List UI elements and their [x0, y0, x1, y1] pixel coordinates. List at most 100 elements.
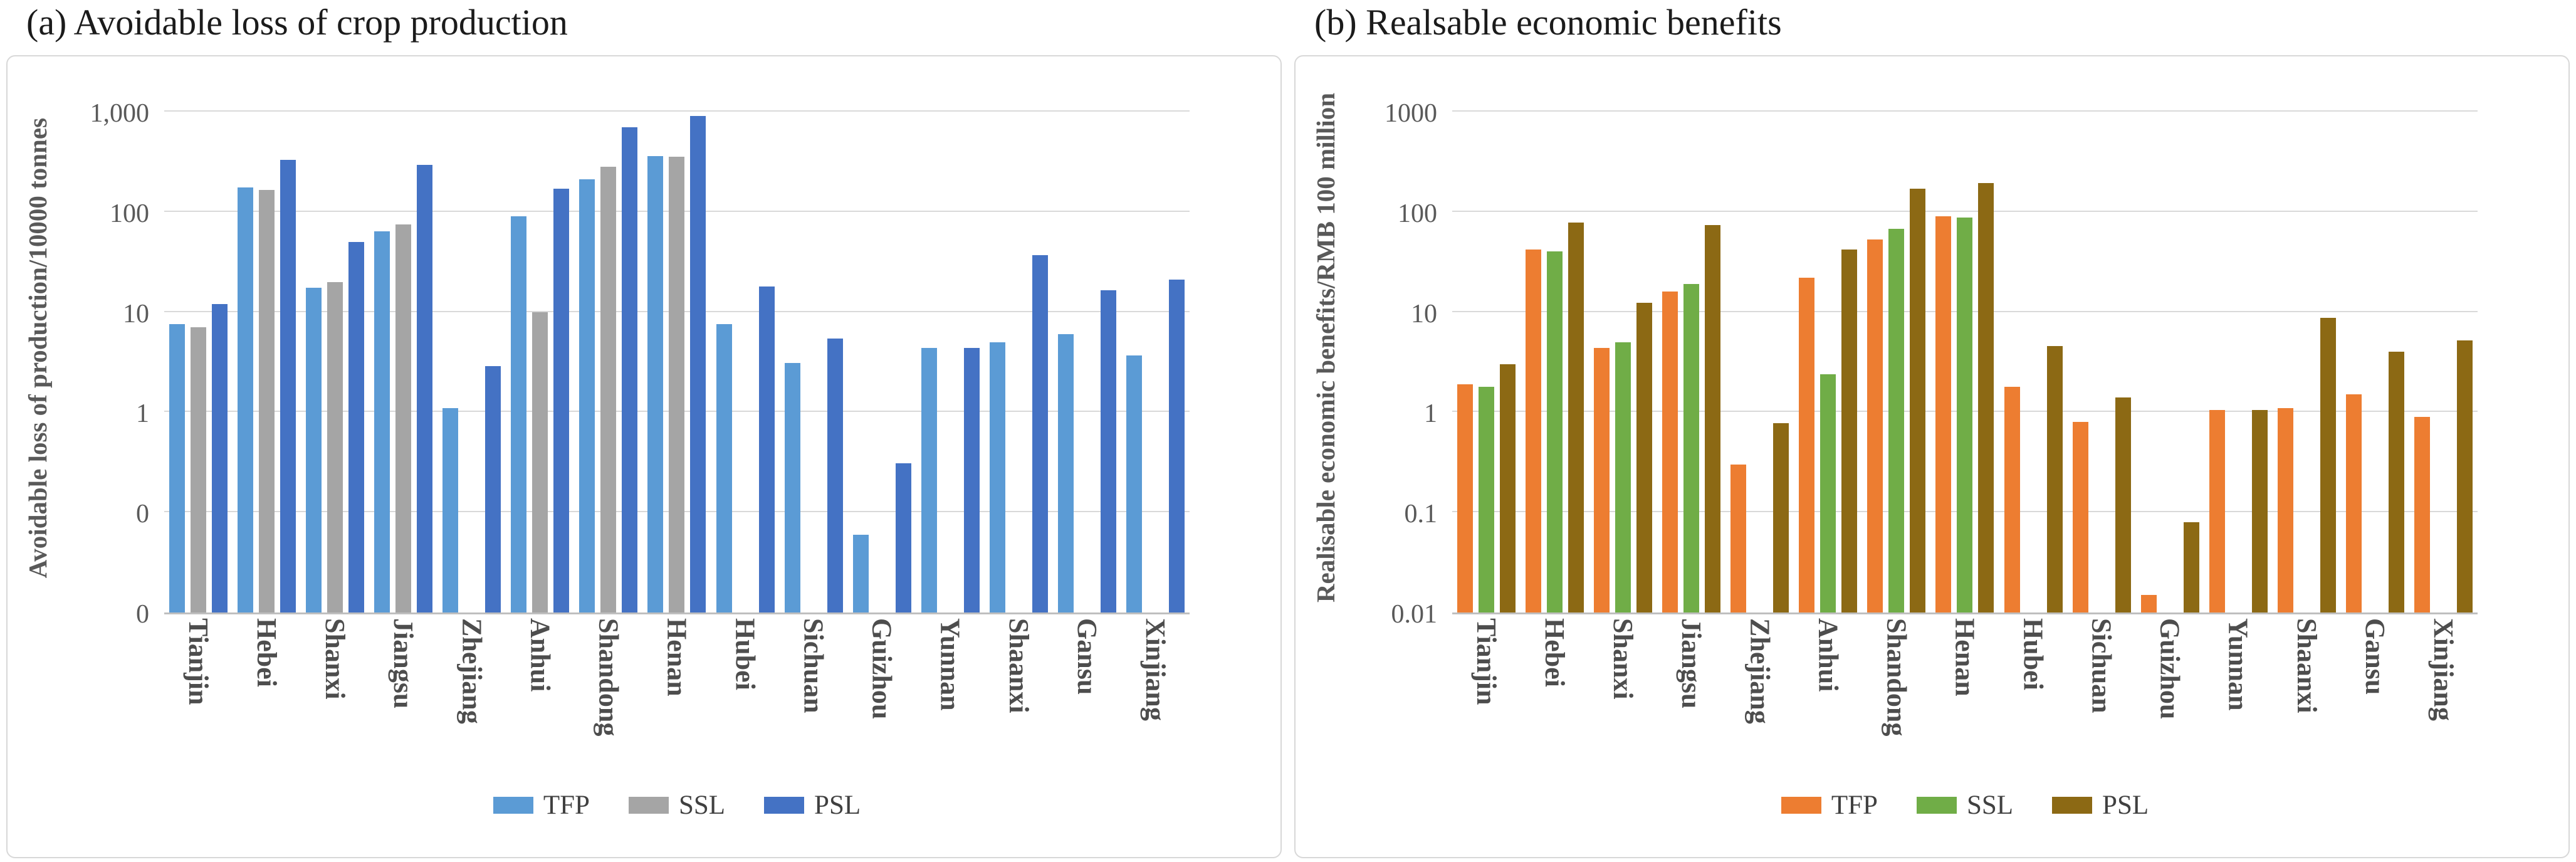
bar-tfp-shandong: [579, 179, 595, 612]
legend-swatch-tfp: [1781, 796, 1821, 814]
bar-ssl-shanxi: [1615, 342, 1631, 612]
bar-psl-henan: [1978, 182, 1994, 612]
chart-a-frame: Avoidable loss of production/10000 tonne…: [6, 55, 1282, 858]
x-category: Tianjin: [164, 618, 233, 778]
bar-slot: [1479, 81, 1495, 612]
bar-group-hebei: [1521, 81, 1589, 612]
x-category: Shaanxi: [2273, 618, 2341, 778]
bar-psl-guizhou: [2183, 522, 2199, 612]
bar-group-henan: [642, 81, 711, 612]
x-category: Hebei: [1521, 618, 1589, 778]
bar-tfp-hebei: [238, 187, 254, 612]
bar-group-shanxi: [301, 81, 369, 612]
bar-psl-gansu: [2388, 352, 2404, 612]
x-category-label: Jiangsu: [1676, 618, 1707, 709]
x-category: Shanxi: [1589, 618, 1657, 778]
bar-group-shandong: [1862, 81, 1930, 612]
bar-slot: [963, 81, 980, 612]
bar-slot: [1168, 81, 1185, 612]
y-axis-tick-label: 100: [110, 199, 149, 228]
bar-slot: [690, 81, 706, 612]
bar-slot: [1126, 81, 1142, 612]
x-category-label: Shandong: [1881, 618, 1912, 737]
legend-item-psl: PSL: [764, 790, 861, 821]
bar-slot: [169, 81, 186, 612]
bar-tfp-shaanxi: [989, 342, 1005, 612]
bar-slot: [238, 81, 254, 612]
x-category-label: Shandong: [593, 618, 624, 737]
bar-ssl-jiangsu: [1683, 284, 1700, 612]
y-axis-tick-label: 10: [1411, 299, 1437, 329]
legend-swatch-psl: [764, 796, 805, 814]
bar-slot: [2388, 81, 2404, 612]
chart-a-y-axis-ticks: 1,000 100 10 1 0 0: [48, 81, 160, 628]
bar-group-gansu: [2341, 81, 2409, 612]
bar-tfp-sichuan: [784, 362, 800, 612]
bar-slot: [2277, 81, 2293, 612]
bar-ssl-hebei: [259, 190, 275, 612]
legend-label: TFP: [1831, 790, 1878, 820]
bar-slot: [895, 81, 911, 612]
bar-slot: [647, 81, 664, 612]
x-category: Shaanxi: [985, 618, 1053, 778]
bar-slot: [1978, 81, 1994, 612]
bar-tfp-hubei: [2004, 386, 2020, 612]
bar-slot: [464, 81, 479, 612]
bar-psl-hubei: [758, 286, 775, 612]
bar-group-xinjiang: [2409, 81, 2478, 612]
bar-slot: [2094, 81, 2110, 612]
legend-swatch-psl: [2052, 796, 2093, 814]
bar-slot: [280, 81, 296, 612]
bar-slot: [306, 81, 322, 612]
chart-b-legend: TFP SSL PSL: [1452, 785, 2478, 825]
bar-group-hebei: [233, 81, 301, 612]
bar-group-xinjiang: [1121, 81, 1190, 612]
y-axis-tick-label: 10: [123, 299, 149, 329]
bar-slot: [212, 81, 228, 612]
x-category-label: Shanxi: [320, 618, 351, 700]
chart-b-y-axis-ticks: 1000 100 10 1 0.1 0.01: [1336, 81, 1448, 628]
bar-slot: [1662, 81, 1678, 612]
bar-psl-tianjin: [1500, 364, 1516, 612]
bar-tfp-zhejiang: [442, 407, 459, 612]
gridline: [1452, 110, 2478, 112]
bar-group-shanxi: [1589, 81, 1657, 612]
bar-psl-hubei: [2046, 345, 2063, 612]
chart-a-plot-area: [164, 81, 1190, 614]
bar-slot: [2231, 81, 2246, 612]
bar-tfp-shanxi: [1594, 347, 1610, 612]
x-category-label: Zhejiang: [456, 618, 488, 724]
bar-slot: [1910, 81, 1926, 612]
bar-tfp-guizhou: [2140, 594, 2157, 612]
bar-slot: [1526, 81, 1542, 612]
bar-slot: [2183, 81, 2199, 612]
bar-psl-xinjiang: [1168, 280, 1185, 612]
bar-tfp-shanxi: [306, 287, 322, 612]
bar-slot: [738, 81, 753, 612]
x-category-label: Shaanxi: [2291, 618, 2322, 713]
x-category-label: Gansu: [2359, 618, 2390, 695]
bar-slot: [1011, 81, 1027, 612]
bar-group-hubei: [711, 81, 780, 612]
x-category-label: Sichuan: [2086, 618, 2117, 713]
legend-swatch-ssl: [628, 796, 669, 814]
bar-psl-shandong: [622, 127, 638, 612]
bar-slot: [1594, 81, 1610, 612]
bar-group-guizhou: [2136, 81, 2204, 612]
bar-tfp-anhui: [1799, 277, 1815, 612]
bar-tfp-hubei: [716, 323, 732, 612]
bar-group-anhui: [506, 81, 574, 612]
x-category-label: Anhui: [1813, 618, 1844, 692]
bar-slot: [374, 81, 390, 612]
bar-slot: [532, 81, 548, 612]
bar-slot: [1773, 81, 1789, 612]
y-axis-tick-label: 100: [1398, 199, 1437, 228]
bar-slot: [2251, 81, 2268, 612]
y-axis-tick-label: 1: [1424, 399, 1437, 429]
bar-psl-jiangsu: [417, 164, 433, 612]
bar-slot: [395, 81, 412, 612]
bar-psl-tianjin: [212, 304, 228, 612]
bar-slot: [1957, 81, 1973, 612]
x-category-label: Hubei: [2018, 618, 2049, 690]
legend-item-psl: PSL: [2052, 790, 2149, 821]
